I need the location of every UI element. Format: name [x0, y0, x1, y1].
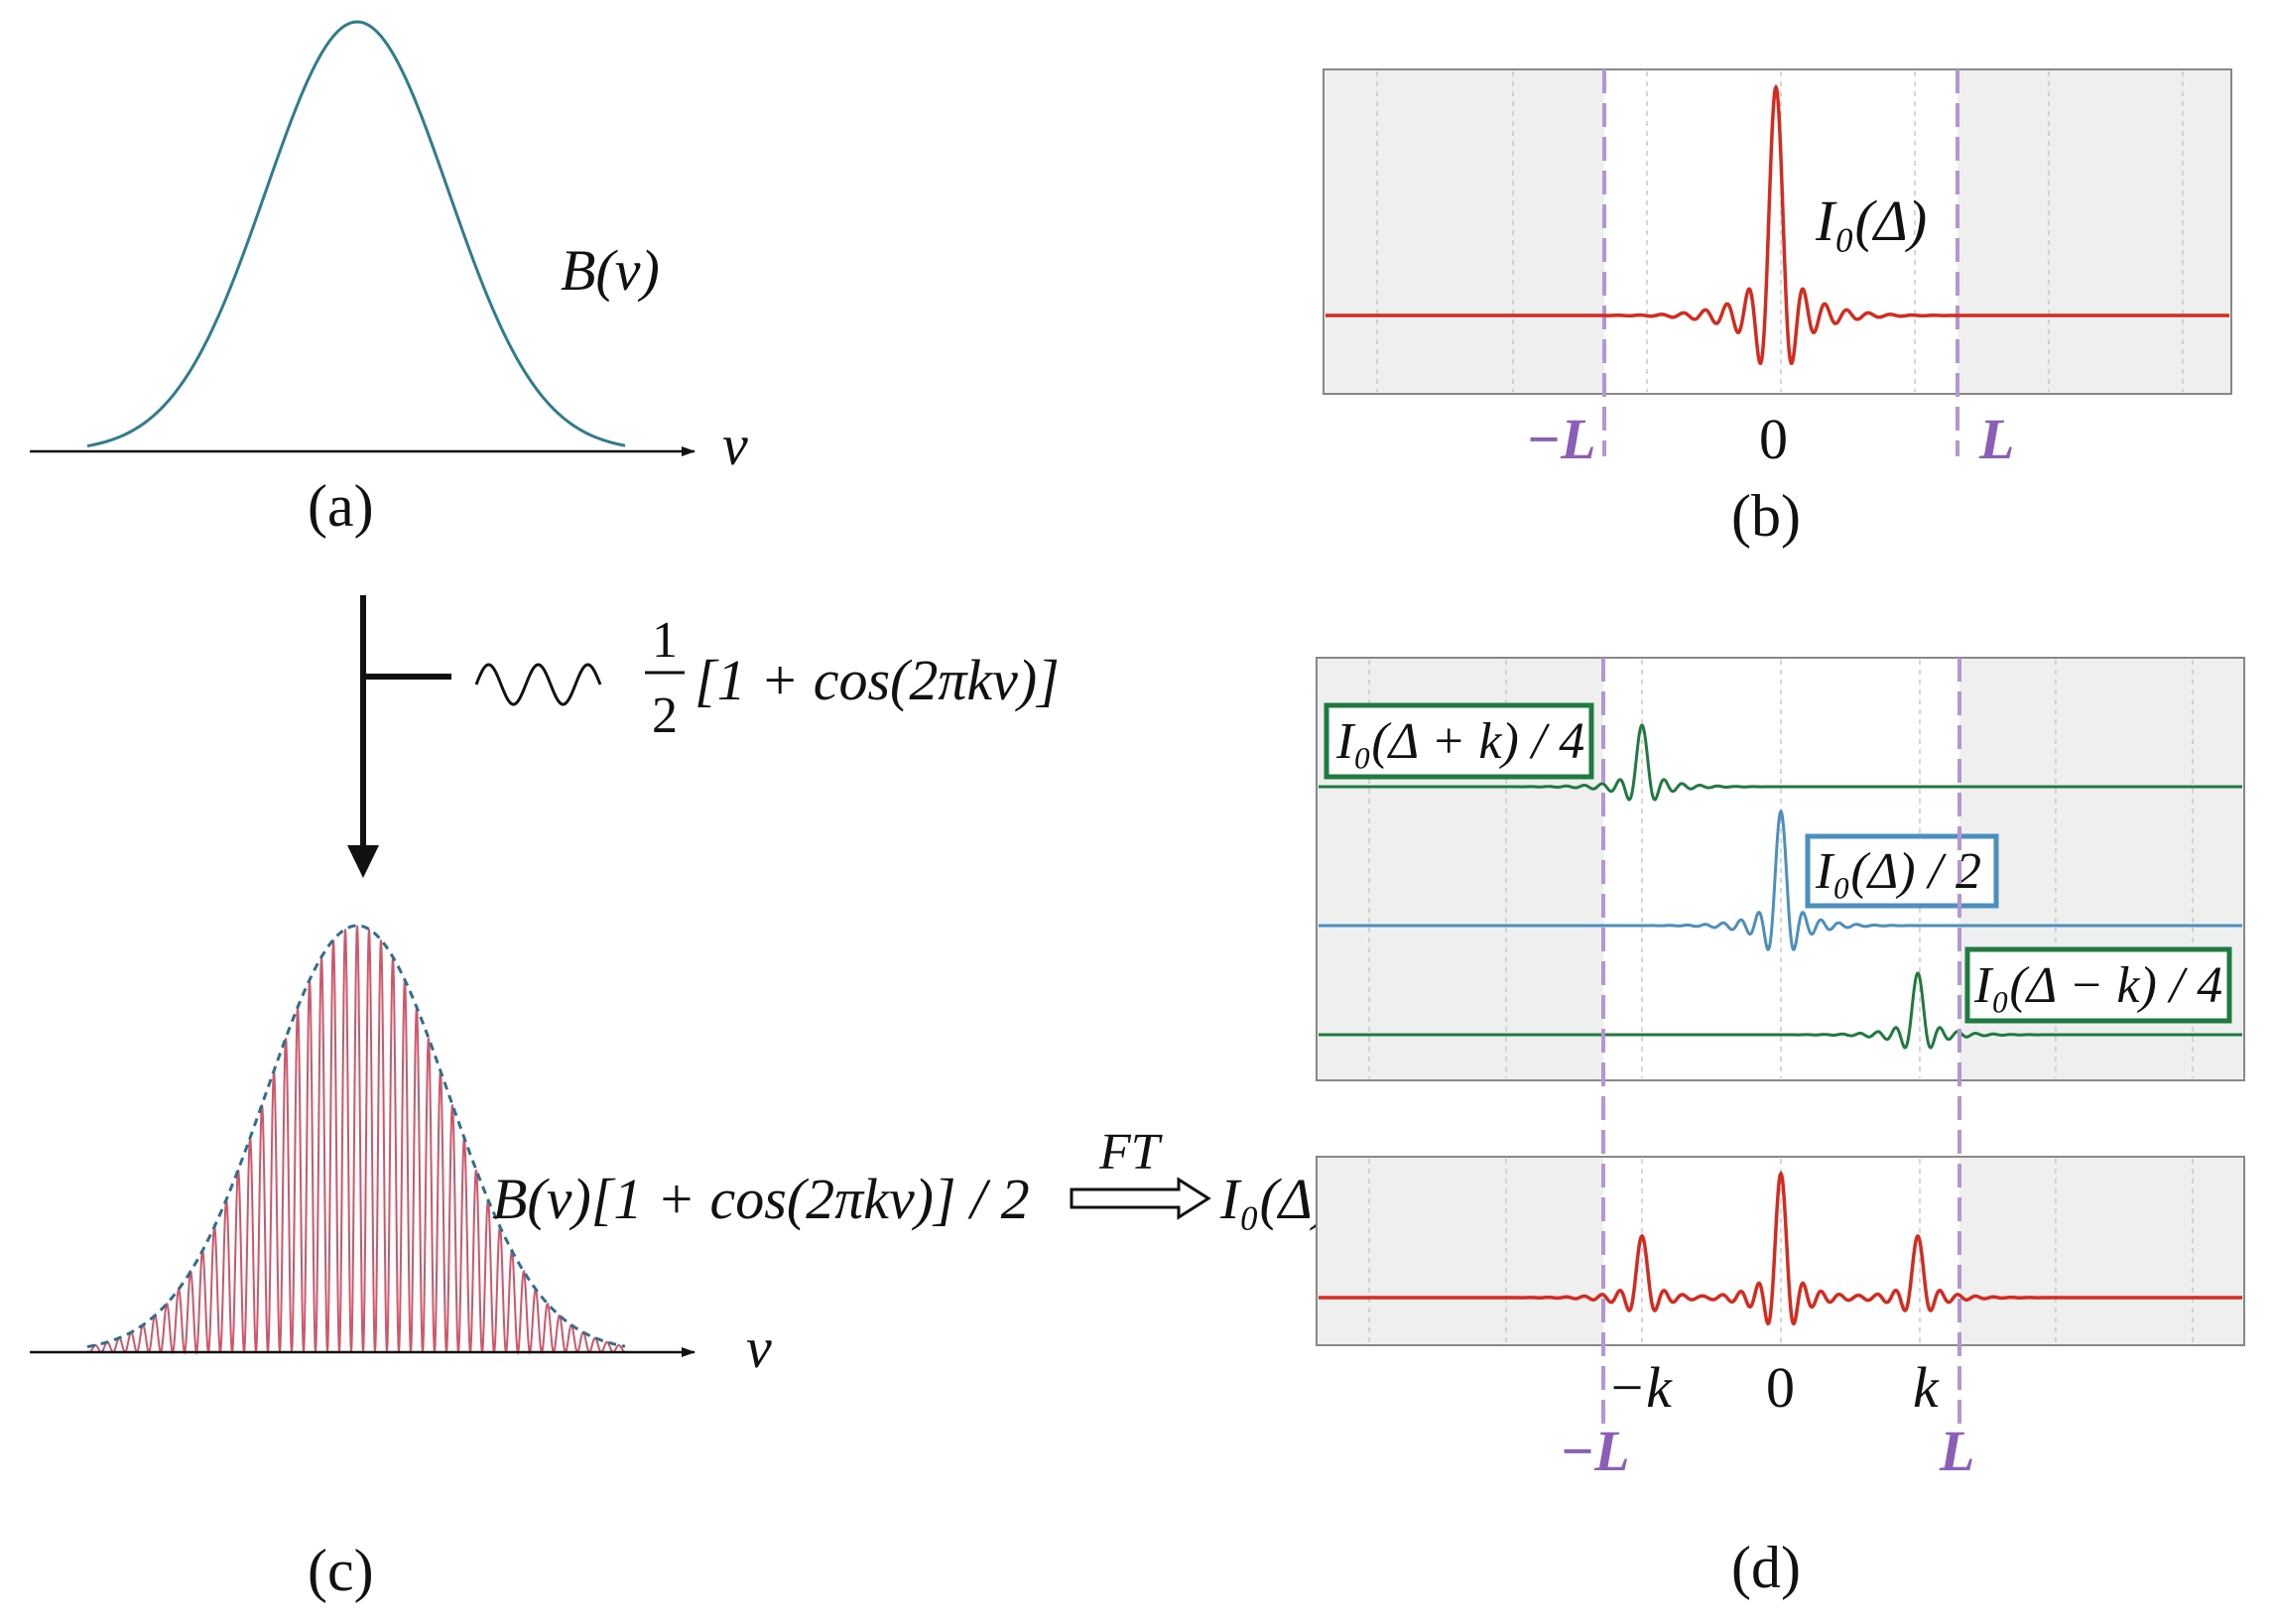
- fraction-numerator: 1: [652, 612, 678, 669]
- grid-b: [1376, 71, 2184, 392]
- combined-trace: [1319, 1170, 2242, 1326]
- tick-minus-L-b: −L: [1526, 407, 1596, 471]
- tick-L-b: L: [1978, 407, 2014, 471]
- down-arrow-head: [347, 845, 379, 878]
- modulation-step: 1 2 [1 + cos(2πkν)]: [347, 595, 1060, 878]
- caption-d: (d): [1731, 1535, 1801, 1600]
- grid-d-bottom: [1368, 1159, 2194, 1343]
- panel-c: ν B(ν)[1 + cos(2πkν)] / 2 (c): [30, 924, 1030, 1603]
- spectrum-label: B(ν): [561, 238, 660, 303]
- caption-c: (c): [308, 1538, 374, 1603]
- interferogram-trace: [1326, 83, 2229, 366]
- sine-wave-icon: [474, 663, 602, 706]
- label-minus-k: I₀(Δ − k) / 4: [1973, 957, 2222, 1014]
- label-box-plus: [1324, 702, 1594, 780]
- modulation-expression[interactable]: [1 + cos(2πkν)]: [695, 648, 1060, 712]
- gaussian-envelope: [86, 924, 626, 1349]
- tick-zero-b: 0: [1759, 407, 1788, 471]
- fraction-denominator: 2: [652, 687, 678, 744]
- double-arrow: [1070, 1177, 1211, 1220]
- label-plus-k: I₀(Δ + k) / 4: [1335, 713, 1584, 770]
- spectrum-curve: [86, 20, 626, 447]
- modulated-fringes: [86, 925, 626, 1356]
- label-center: I₀(Δ) / 2: [1815, 843, 1981, 900]
- caption-a: (a): [308, 473, 374, 539]
- panel-b: I₀(Δ) −L 0 L (b): [1323, 68, 2232, 549]
- caption-b: (b): [1731, 483, 1801, 549]
- ft-label: FT: [1098, 1124, 1163, 1181]
- panel-d-components: I₀(Δ + k) / 4 I₀(Δ) / 2 I₀(Δ − k) / 4: [1316, 657, 2245, 1081]
- tick-L-d: L: [1939, 1419, 1974, 1483]
- tick-k: k: [1913, 1355, 1940, 1420]
- tick-zero-d: 0: [1766, 1355, 1795, 1420]
- component-plus-k-trace: [1319, 723, 2242, 802]
- component-minus-k-trace: [1319, 971, 2242, 1050]
- trace-label-b: I₀(Δ): [1815, 188, 1927, 253]
- tick-minus-k: −k: [1607, 1355, 1673, 1420]
- panel-a: ν B(ν) (a): [30, 20, 748, 539]
- axis-label-nu-c: ν: [746, 1315, 772, 1380]
- axis-label-nu-a: ν: [722, 413, 748, 477]
- panel-d-combined: −k 0 k −L L (d): [1316, 658, 2245, 1600]
- component-center-trace: [1319, 809, 2242, 951]
- label-box-center: [1805, 833, 1999, 909]
- modulated-spectrum-expression: B(ν)[1 + cos(2πkν)] / 2: [492, 1167, 1030, 1231]
- tick-minus-L-d: −L: [1560, 1419, 1630, 1483]
- label-box-minus: [1964, 946, 2232, 1024]
